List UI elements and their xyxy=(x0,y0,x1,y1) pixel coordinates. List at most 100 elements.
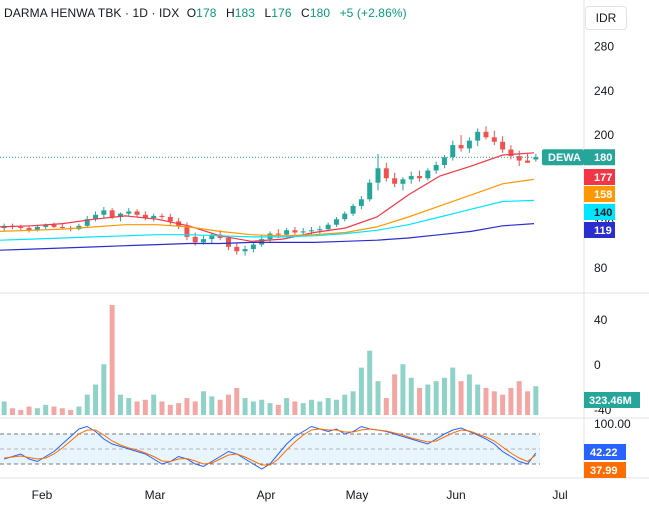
candle xyxy=(367,179,373,202)
candle xyxy=(167,213,173,225)
moving-average-line xyxy=(0,199,535,241)
candle xyxy=(533,153,539,162)
candle xyxy=(342,211,348,222)
price-tag-bg xyxy=(584,149,615,166)
volume-bar xyxy=(525,391,531,415)
volume-bar xyxy=(117,394,123,415)
moving-average-line xyxy=(0,152,535,242)
candle-body xyxy=(325,224,331,230)
volume-bar xyxy=(375,381,381,415)
volume-bar xyxy=(242,398,248,415)
candle-body xyxy=(358,199,364,206)
close-label: C xyxy=(301,6,310,20)
candle-body xyxy=(275,233,281,235)
candle-body xyxy=(375,168,381,183)
volume-bar xyxy=(417,387,423,415)
candle-body xyxy=(159,215,165,217)
volume-bar xyxy=(500,394,506,415)
volume-bar xyxy=(333,399,339,415)
oscillator-line xyxy=(4,428,537,466)
candle-body xyxy=(18,226,24,229)
candle-body xyxy=(342,213,348,220)
candle xyxy=(350,203,356,216)
volume-bar xyxy=(151,394,157,415)
candle-body xyxy=(34,226,40,231)
candle xyxy=(76,223,82,231)
time-tick-label: Jul xyxy=(552,488,567,502)
price-tag-bg xyxy=(584,169,615,185)
moving-average-line xyxy=(0,223,535,251)
price-tag: 158 xyxy=(584,186,615,202)
volume-bar xyxy=(350,391,356,415)
candle-body xyxy=(466,140,472,149)
price-tag: 177 xyxy=(584,169,615,185)
volume-bar xyxy=(225,394,231,415)
candle xyxy=(500,136,506,153)
volume-bar xyxy=(317,401,323,415)
candle xyxy=(26,225,32,233)
candle-body xyxy=(408,176,414,180)
candle-body xyxy=(234,246,240,252)
volume-bar xyxy=(43,404,49,415)
candle-body xyxy=(284,230,290,235)
volume-bar xyxy=(250,401,256,415)
candle-body xyxy=(109,210,115,217)
symbol-price-label: DEWA xyxy=(542,149,584,166)
price-tag: 180 xyxy=(584,149,615,166)
candle-body xyxy=(383,168,389,179)
volume-bar xyxy=(192,401,198,415)
price-tag-bg xyxy=(584,222,615,238)
candle xyxy=(51,222,57,229)
candle-body xyxy=(433,164,439,171)
volume-bar xyxy=(392,374,398,415)
high-value: 183 xyxy=(234,6,256,20)
volume-bar xyxy=(159,401,165,415)
candle xyxy=(1,223,7,232)
candle xyxy=(234,242,240,255)
candle xyxy=(151,213,157,222)
candle-body xyxy=(417,176,423,179)
price-tag-text: 158 xyxy=(594,189,612,201)
candle xyxy=(458,135,464,152)
candle-body xyxy=(441,157,447,165)
volume-bar xyxy=(134,401,140,415)
candle xyxy=(250,242,256,253)
candle-body xyxy=(300,231,306,233)
candle-body xyxy=(450,145,456,158)
candle xyxy=(59,223,65,230)
volume-bar xyxy=(176,403,182,415)
candle-body xyxy=(209,234,215,240)
candle-body xyxy=(126,211,132,214)
low-label: L xyxy=(264,6,272,20)
volume-tag-bg xyxy=(584,392,640,408)
volume-bar xyxy=(342,394,348,415)
candle-body xyxy=(508,149,514,157)
currency-button[interactable]: IDR xyxy=(585,6,627,30)
candle-body xyxy=(292,230,298,233)
time-tick-label: Feb xyxy=(32,488,53,502)
candle xyxy=(242,245,248,256)
volume-bar xyxy=(209,396,215,415)
price-tag-text: 119 xyxy=(594,225,612,237)
candle-body xyxy=(151,215,157,219)
candle xyxy=(433,161,439,174)
candle xyxy=(417,170,423,182)
low-value: 176 xyxy=(271,6,292,20)
volume-bar xyxy=(275,404,281,415)
time-tick-label: Jun xyxy=(446,488,465,502)
candle xyxy=(425,168,431,181)
volume-bar xyxy=(93,384,99,415)
candle-body xyxy=(475,131,481,141)
oscillator-tag-bg xyxy=(584,444,626,460)
price-tick-label: 200 xyxy=(594,128,614,142)
volume-bar xyxy=(68,409,74,415)
volume-bar xyxy=(34,408,40,415)
candle xyxy=(408,171,414,184)
candle-body xyxy=(242,249,248,252)
candle-body xyxy=(142,214,148,219)
candle-body xyxy=(500,141,506,150)
candle xyxy=(516,150,522,167)
candle xyxy=(84,215,90,227)
candle xyxy=(317,225,323,234)
